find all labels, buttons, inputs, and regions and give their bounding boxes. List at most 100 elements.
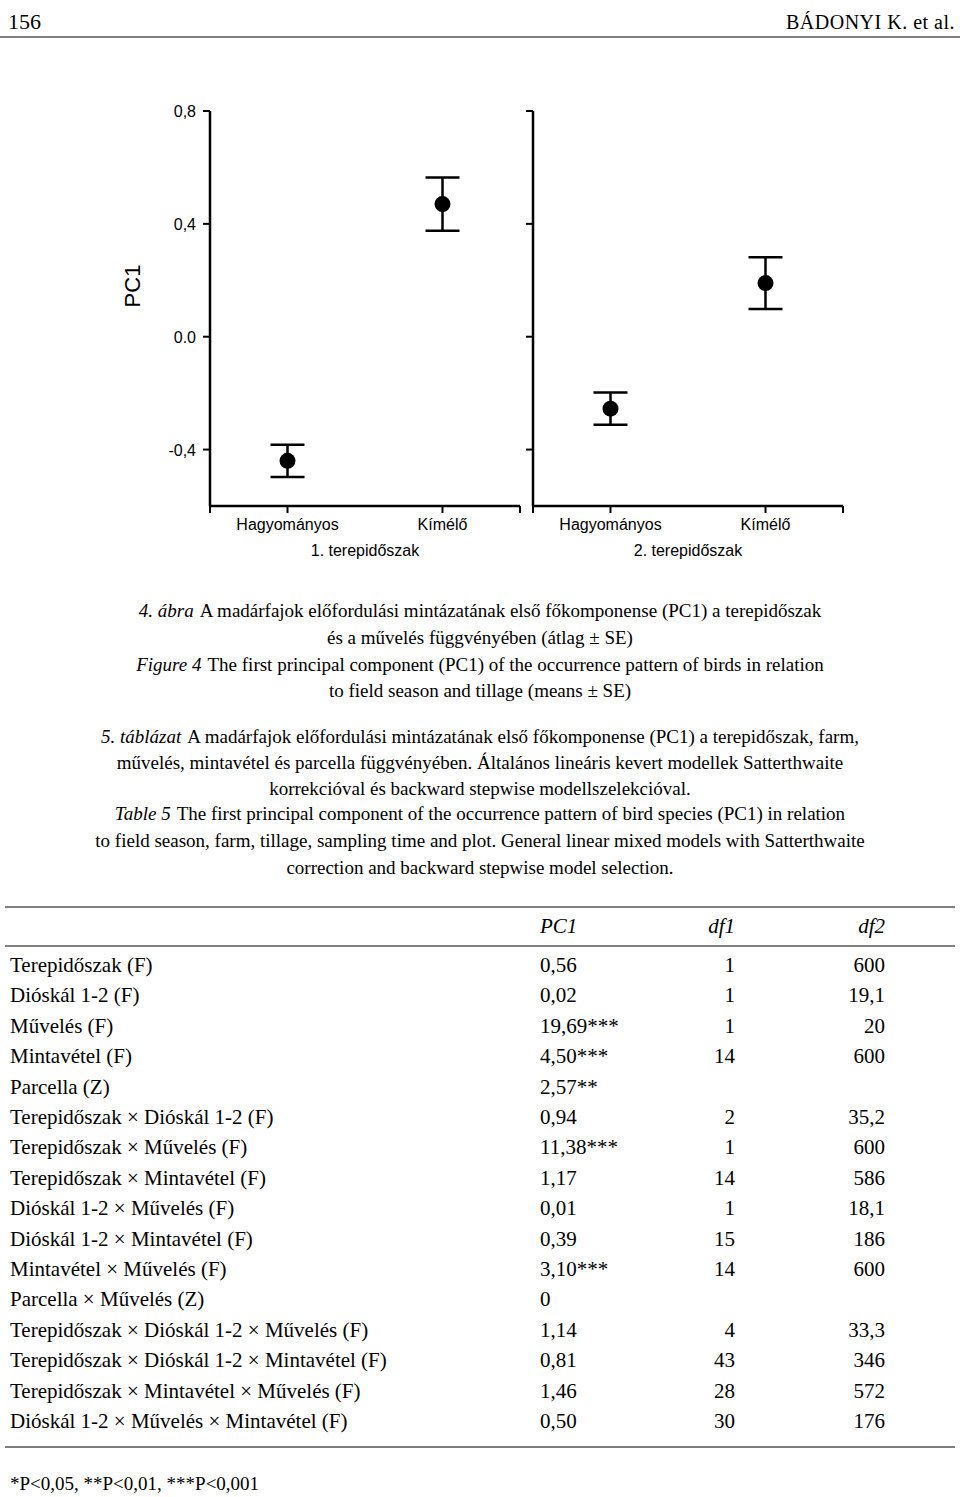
y-tick [203, 110, 210, 112]
table-cell: 43 [714, 1348, 735, 1372]
error-cap [749, 256, 783, 259]
x-axis-line [210, 505, 520, 508]
footnote: *P<0,05, **P<0,01, ***P<0,001 [10, 1473, 259, 1494]
row-label: Dióskál 1-2 × Művelés (F) [10, 1196, 234, 1220]
y-tick-label: 0,4 [174, 216, 196, 233]
row-label: Mintavétel (F) [10, 1044, 132, 1068]
caption-text: to field season and tillage (means ± SE) [329, 680, 631, 702]
caption-text: The first principal component (PC1) of t… [208, 654, 825, 676]
table-cell: 0,56 [540, 953, 577, 977]
figure-caption-en: to field season and tillage (means ± SE) [329, 680, 631, 702]
x-end-tick [842, 506, 844, 513]
caption-label: Figure 4 [135, 654, 202, 675]
table-cell: 1 [725, 953, 736, 977]
y-axis-label: PC1 [120, 265, 145, 308]
table-cell: 586 [854, 1166, 886, 1190]
page: 156BÁDONYI K. et al.PC1-0,40.00,40,8Hagy… [0, 0, 960, 1497]
error-cap [271, 476, 305, 479]
table-cell: 1,17 [540, 1166, 577, 1190]
y-tick-label: 0.0 [174, 329, 196, 346]
table-caption-en: correction and backward stepwise model s… [286, 857, 673, 878]
marks [594, 257, 783, 425]
x-tick [610, 506, 612, 513]
table-cell: 20 [864, 1014, 885, 1038]
x-tick-label: Kímélő [418, 516, 468, 533]
figure-caption-hu: és a művelés függvényében (átlag ± SE) [327, 627, 633, 649]
panel-label: 1. terepidőszak [311, 542, 421, 559]
table-cell: 0 [540, 1287, 551, 1311]
table-cell: 2,57** [540, 1075, 598, 1099]
table-cell: 0,39 [540, 1227, 577, 1251]
row-label: Terepidőszak × Mintavétel (F) [10, 1166, 266, 1190]
x-tick [442, 506, 444, 513]
caption-text: korrekcióval és backward stepwise modell… [269, 778, 691, 799]
caption-label: Table 5 [115, 803, 171, 824]
table-cell: 600 [854, 1257, 886, 1281]
x-tick [765, 506, 767, 513]
chart: PC1-0,40.00,40,8HagyományosKímélő1. tere… [120, 103, 843, 559]
table-cell: 14 [714, 1044, 736, 1068]
table-cell: 600 [854, 1135, 886, 1159]
error-bar [426, 178, 460, 231]
x-tick-label: Hagyományos [236, 516, 338, 533]
table-cell: 186 [854, 1227, 886, 1251]
error-cap [426, 229, 460, 232]
table-cell: 1,14 [540, 1318, 577, 1342]
error-cap [426, 176, 460, 179]
table-cell: 2 [725, 1105, 736, 1129]
x-end-tick [209, 506, 211, 513]
table-cell: 19,1 [848, 983, 885, 1007]
table-cell: 4,50*** [540, 1044, 608, 1068]
caption-text: A madárfajok előfordulási mintázatának e… [200, 600, 822, 622]
panel: HagyományosKímélő2. terepidőszak [526, 111, 843, 559]
y-tick-label: 0,8 [174, 103, 196, 120]
table-cell: 176 [854, 1409, 886, 1433]
table-cell: 15 [714, 1227, 735, 1251]
caption-text: A madárfajok előfordulási mintázatának e… [187, 726, 859, 748]
table-cell: 600 [854, 1044, 886, 1068]
error-cap [271, 444, 305, 447]
marks [271, 178, 460, 477]
caption-label: 4. ábra [139, 600, 194, 621]
table-cell: 600 [854, 953, 886, 977]
row-label: Terepidőszak × Művelés (F) [10, 1135, 247, 1159]
table-rule [5, 907, 955, 908]
table-caption-hu: művelés, mintavétel és parcella függvény… [117, 752, 844, 773]
table-cell: 14 [714, 1166, 736, 1190]
table-header: df1 [708, 914, 735, 938]
table-rule [5, 1447, 955, 1448]
y-tick [526, 110, 533, 112]
table-caption-hu: 5. táblázatA madárfajok előfordulási min… [101, 726, 859, 748]
table-cell: 1 [725, 1135, 736, 1159]
table-rule [5, 946, 955, 947]
table-cell: 28 [714, 1379, 735, 1403]
panel-label: 2. terepidőszak [634, 542, 744, 559]
table-cell: 14 [714, 1257, 736, 1281]
x-tick-label: Hagyományos [559, 516, 661, 533]
row-label: Terepidőszak × Dióskál 1-2 × Művelés (F) [10, 1318, 368, 1342]
table-cell: 3,10*** [540, 1257, 608, 1281]
caption-text: The first principal component of the occ… [177, 803, 846, 825]
row-label: Terepidőszak × Dióskál 1-2 (F) [10, 1105, 273, 1129]
row-label: Terepidőszak (F) [10, 953, 153, 977]
table-cell: 1 [725, 1014, 736, 1038]
y-axis-line [209, 111, 212, 506]
table-cell: 4 [725, 1318, 736, 1342]
row-label: Művelés (F) [10, 1014, 113, 1038]
table-caption-en: to field season, farm, tillage, sampling… [95, 830, 864, 851]
error-cap [594, 391, 628, 394]
y-tick [526, 223, 533, 225]
y-axis-line [532, 111, 535, 506]
y-tick [203, 223, 210, 225]
table-cell: 1,46 [540, 1379, 577, 1403]
figure-caption-en: Figure 4 The first principal component (P… [135, 654, 824, 676]
error-cap [749, 308, 783, 311]
caption-text: és a művelés függvényében (átlag ± SE) [327, 627, 633, 649]
y-tick [203, 449, 210, 451]
row-label: Dióskál 1-2 × Művelés × Mintavétel (F) [10, 1409, 347, 1433]
table-header: df2 [858, 914, 885, 938]
table-cell: 0,01 [540, 1196, 577, 1220]
mean-point [435, 196, 451, 212]
table-cell: 33,3 [848, 1318, 885, 1342]
mean-point [280, 453, 296, 469]
